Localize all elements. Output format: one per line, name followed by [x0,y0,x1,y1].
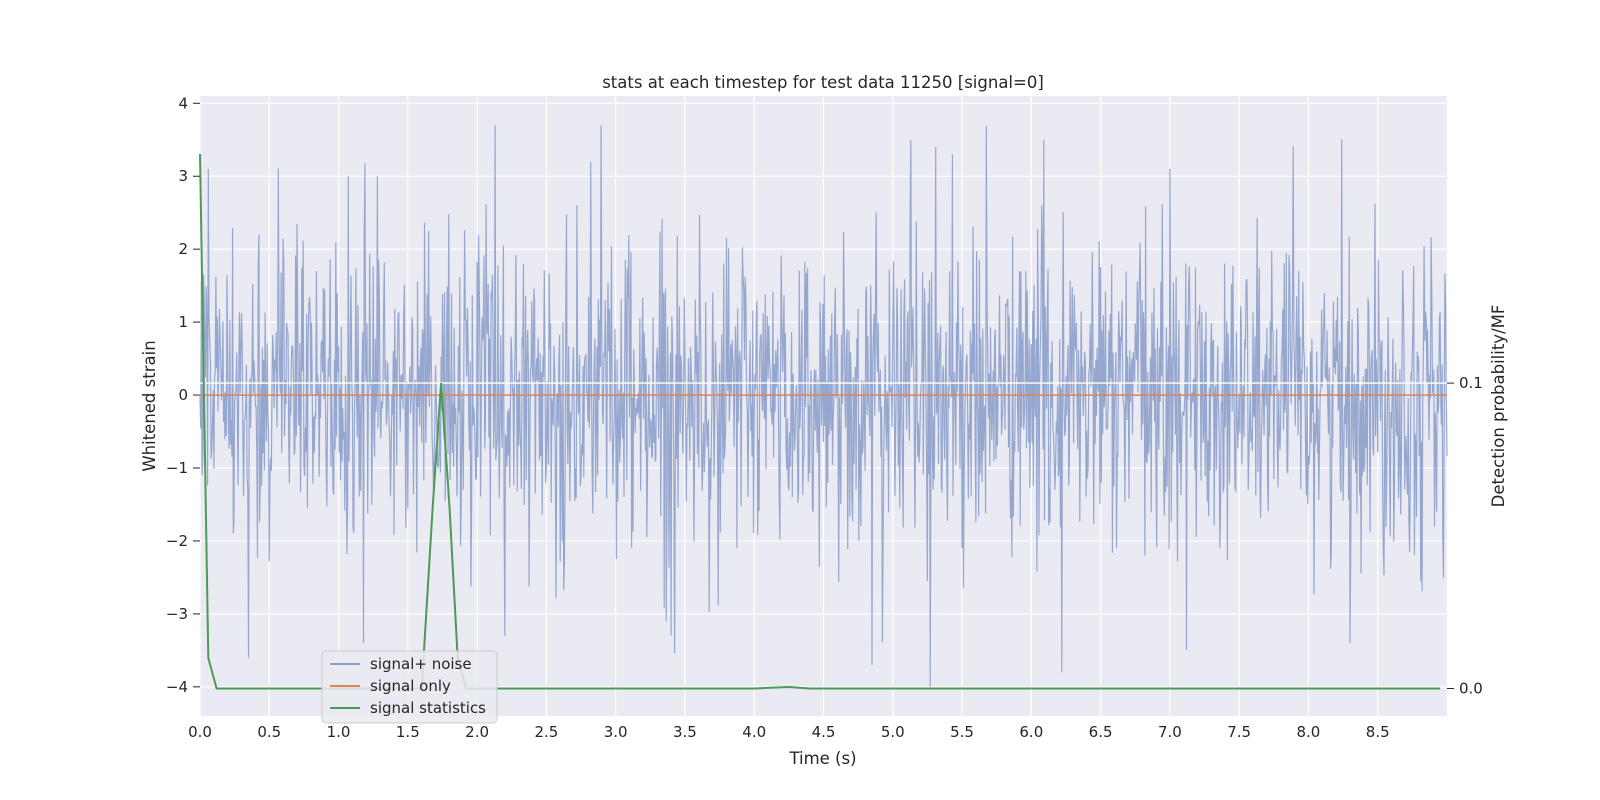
chart-title: stats at each timestep for test data 112… [602,73,1044,92]
signal-statistics-line [199,153,1441,690]
y2-tick-label: 0.1 [1459,374,1483,392]
x-tick-label: 6.5 [1089,723,1113,741]
x-tick-label: 0.5 [257,723,281,741]
x-axis-ticks: 0.0 0.5 1.0 1.5 2.0 2.5 3.0 3.5 4.0 4.5 5.0 5.5 6.0 6… [188,723,1390,741]
y-tick-label: −3 [166,605,188,623]
y2-tick-label: 0.0 [1459,680,1483,698]
x-tick-label: 1.0 [327,723,351,741]
x-tick-label: 5.5 [950,723,974,741]
y-tick-label: 1 [178,313,188,331]
x-tick-label: 8.5 [1366,723,1390,741]
x-tick-label: 7.0 [1158,723,1182,741]
x-tick-label: 1.5 [396,723,420,741]
x-axis-label: Time (s) [788,749,856,768]
legend-box [321,650,498,724]
y-axis-ticks: 4 3 2 1 0 −1 −2 −3 −4 [166,94,200,696]
series-signal-statistics [199,153,1441,690]
x-tick-label: 2.0 [465,723,489,741]
legend: signal+ noise signal only signal statist… [321,650,498,724]
x-tick-label: 3.0 [604,723,628,741]
x-tick-label: 6.0 [1019,723,1043,741]
y-tick-label: 4 [178,94,188,112]
x-tick-label: 8.0 [1297,723,1321,741]
series-signal-noise [199,125,1448,687]
x-tick-label: 5.0 [881,723,905,741]
legend-label-signal-only: signal only [370,677,451,695]
signal-noise-line [199,125,1448,687]
x-tick-label: 4.0 [742,723,766,741]
y2-axis-label: Detection probability/MF [1489,305,1508,508]
y2-axis-ticks: 0.1 0.0 [1447,374,1483,698]
y-tick-label: −1 [166,459,188,477]
y-tick-label: −2 [166,532,188,550]
x-tick-label: 0.0 [188,723,212,741]
y-axis-label: Whitened strain [140,340,159,471]
y-tick-label: −4 [166,678,188,696]
legend-label-signal-statistics: signal statistics [370,699,486,717]
x-tick-label: 3.5 [673,723,697,741]
x-tick-label: 7.5 [1227,723,1251,741]
y-tick-label: 2 [178,240,188,258]
x-tick-label: 2.5 [534,723,558,741]
y-tick-label: 0 [178,386,188,404]
x-tick-label: 4.5 [812,723,836,741]
y-tick-label: 3 [178,167,188,185]
legend-label-signal-noise: signal+ noise [370,655,472,673]
